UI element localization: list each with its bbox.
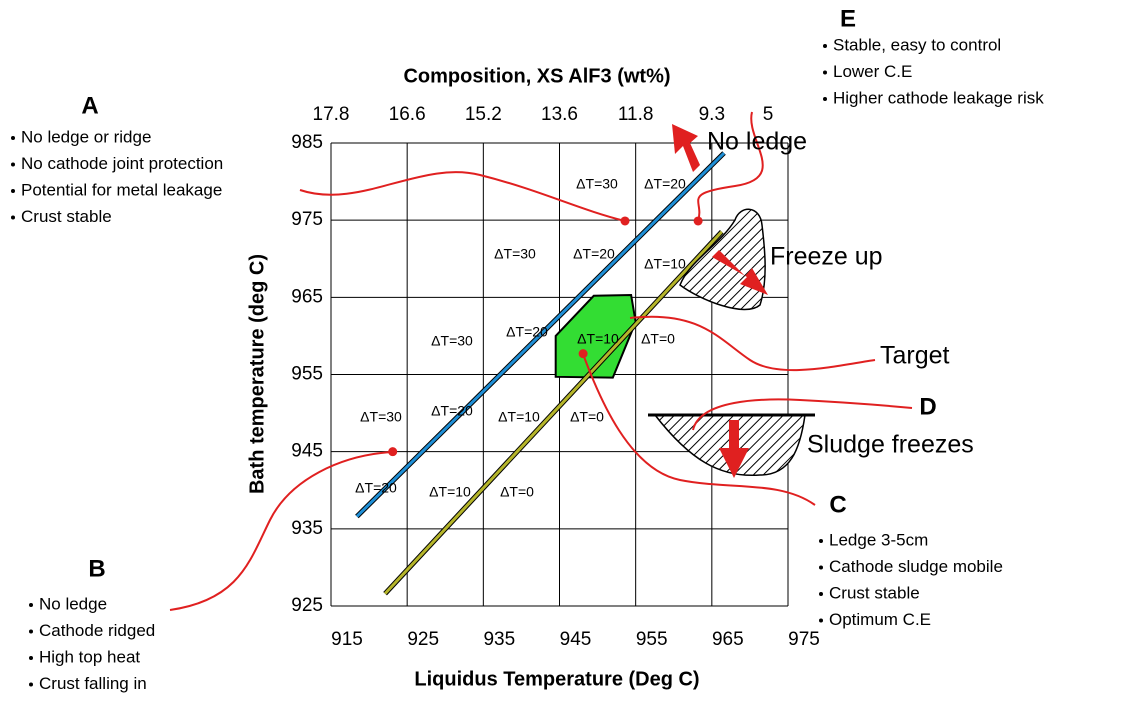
y-tick-label: 975 — [291, 209, 323, 230]
callout-line — [170, 452, 393, 610]
callout-letter: B — [88, 555, 105, 582]
callout-bullet: Crust stable — [829, 583, 920, 602]
top-tick-label: 5 — [763, 104, 774, 125]
annotation: ΔT=20 — [431, 403, 473, 419]
bullet-dot — [11, 163, 15, 167]
label-no-ledge: No ledge — [707, 128, 807, 156]
y-tick-label: 985 — [291, 132, 323, 153]
callout-bullet: Stable, easy to control — [833, 35, 1001, 54]
top-tick-label: 15.2 — [465, 104, 502, 125]
annotation: ΔT=10 — [644, 256, 686, 272]
callout-letter: A — [81, 92, 98, 119]
callout-lines — [170, 112, 912, 610]
top-tick-label: 13.6 — [541, 104, 578, 125]
x-tick-label: 965 — [712, 629, 744, 650]
y-tick-label: 935 — [291, 518, 323, 539]
bullet-dot — [819, 539, 823, 543]
callout-letter: C — [829, 491, 846, 518]
callout-bullet: No ledge — [39, 594, 107, 613]
top-tick-label: 17.8 — [313, 104, 350, 125]
callout-bullet: Crust falling in — [39, 674, 147, 693]
bullet-dot — [819, 619, 823, 623]
label-target: Target — [880, 342, 950, 370]
callout-bullet: Cathode sludge mobile — [829, 557, 1003, 576]
bullet-dot — [823, 44, 827, 48]
chart-title: Composition, XS AlF3 (wt%) — [403, 65, 670, 87]
callout-letter: E — [840, 5, 856, 32]
callout-bullet: Lower C.E — [833, 62, 912, 81]
top-tick-label: 16.6 — [389, 104, 426, 125]
x-tick-label: 935 — [483, 629, 515, 650]
annotation: ΔT=20 — [506, 324, 548, 340]
top-tick-label: 11.8 — [618, 104, 654, 125]
callout-bullet: Optimum C.E — [829, 610, 931, 629]
annotation: ΔT=30 — [431, 333, 473, 349]
callout-bullet: Potential for metal leakage — [21, 180, 222, 199]
y-tick-label: 955 — [291, 364, 323, 385]
callout-bullet: Cathode ridged — [39, 621, 155, 640]
label-sludge: Sludge freezes — [807, 431, 974, 459]
callout-bullet: High top heat — [39, 647, 140, 666]
callout-bullet: No ledge or ridge — [21, 127, 151, 146]
annotation: ΔT=20 — [644, 176, 686, 192]
top-tick-label: 9.3 — [699, 104, 725, 125]
annotation: ΔT=30 — [360, 409, 402, 425]
annotation: ΔT=30 — [494, 246, 536, 262]
bullet-dot — [819, 566, 823, 570]
y-axis-title: Bath temperature (deg C) — [246, 254, 268, 494]
x-tick-label: 945 — [560, 629, 592, 650]
y-tick-label: 945 — [291, 441, 323, 462]
y-tick-label: 965 — [291, 286, 323, 307]
annotation: ΔT=10 — [498, 409, 540, 425]
bullet-dot — [11, 216, 15, 220]
annotation: ΔT=0 — [500, 484, 534, 500]
x-tick-label: 915 — [331, 629, 363, 650]
bullet-dot — [29, 683, 33, 687]
bullet-dot — [11, 189, 15, 193]
bullet-dot — [29, 656, 33, 660]
y-tick-label: 925 — [291, 595, 323, 616]
bullet-dot — [823, 97, 827, 101]
chart: Composition, XS AlF3 (wt%) Liquidus Temp… — [0, 0, 1132, 698]
bullet-dot — [819, 592, 823, 596]
annotation: ΔT=0 — [570, 409, 604, 425]
annotation: ΔT=0 — [641, 331, 675, 347]
annotation: ΔT=10 — [429, 484, 471, 500]
x-tick-label: 955 — [636, 629, 668, 650]
arrow-up — [672, 124, 700, 172]
label-freeze-up: Freeze up — [770, 243, 883, 271]
x-tick-label: 975 — [788, 629, 820, 650]
bullet-dot — [823, 71, 827, 75]
annotation: ΔT=30 — [576, 176, 618, 192]
bullet-dot — [29, 630, 33, 634]
callout-bullet: Ledge 3-5cm — [829, 530, 928, 549]
annotation: ΔT=20 — [573, 246, 615, 262]
annotation: ΔT=20 — [355, 480, 397, 496]
bullet-dot — [29, 603, 33, 607]
callout-bullet: Crust stable — [21, 207, 112, 226]
annotation: ΔT=10 — [577, 331, 619, 347]
callout-bullet: Higher cathode leakage risk — [833, 88, 1044, 107]
bullet-dot — [11, 136, 15, 140]
label-d: D — [919, 393, 936, 420]
callout-bullet: No cathode joint protection — [21, 154, 223, 173]
x-tick-label: 925 — [407, 629, 439, 650]
x-axis-title: Liquidus Temperature (Deg C) — [414, 668, 699, 690]
